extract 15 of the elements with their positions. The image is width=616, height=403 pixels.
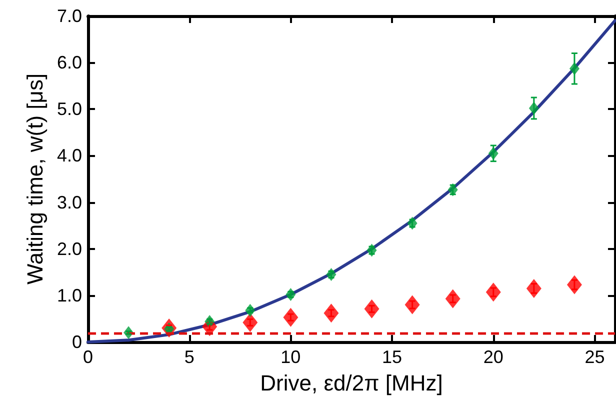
y-tick-label: 3.0 xyxy=(56,192,82,212)
x-tick-label: 10 xyxy=(280,347,301,367)
x-tick-label: 20 xyxy=(483,347,504,367)
x-axis-title: Drive, εd/2π [MHz] xyxy=(260,370,443,396)
y-tick-label: 4.0 xyxy=(56,146,82,166)
y-axis-title: Waiting time, w(t) [μs] xyxy=(22,73,48,285)
x-tick-label: 15 xyxy=(382,347,402,367)
y-tick-label: 0 xyxy=(72,332,82,352)
y-tick-label: 1.0 xyxy=(56,285,82,306)
y-tick-label: 5.0 xyxy=(56,99,82,120)
x-tick-label: 5 xyxy=(184,347,194,367)
x-tick-label: 25 xyxy=(584,347,605,367)
y-tick-label: 7.0 xyxy=(56,6,82,26)
y-tick-label: 2.0 xyxy=(56,238,82,259)
y-tick-label: 6.0 xyxy=(56,52,82,73)
